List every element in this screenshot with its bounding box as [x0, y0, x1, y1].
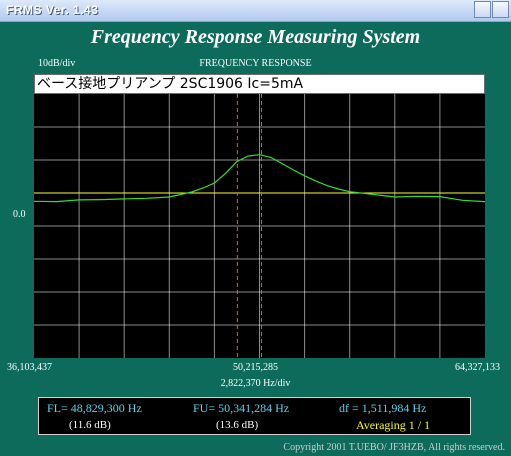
title-bar: FRMS Ver. 1.43	[0, 0, 511, 22]
minimize-button[interactable]	[474, 1, 491, 18]
close-button[interactable]	[492, 1, 509, 18]
main-panel: Frequency Response Measuring System 10dB…	[0, 22, 511, 456]
marker-lines	[236, 94, 263, 358]
app-title: Frequency Response Measuring System	[90, 26, 421, 48]
x-start-label: 36,103,437	[7, 362, 52, 373]
plot-title: FREQUENCY RESPONSE	[199, 58, 312, 69]
fl-db-readout: (11.6 dB)	[69, 419, 111, 431]
x-center-label: 50,215,285	[233, 362, 278, 373]
averaging-readout: Averaging 1 / 1	[356, 418, 431, 432]
readout-panel: FL= 48,829,300 Hz (11.6 dB) FU= 50,341,2…	[38, 397, 471, 435]
fu-readout: FU= 50,341,284 Hz	[193, 401, 290, 415]
trace-group	[34, 154, 485, 203]
x-per-div-label: 2,822,370 Hz/div	[220, 378, 291, 389]
plot-area: ベース接地プリアンプ 2SC1906 Ic=5mA	[34, 74, 485, 358]
x-end-label: 64,327,133	[455, 362, 500, 373]
grid-lines	[34, 94, 485, 358]
memo-field[interactable]: ベース接地プリアンプ 2SC1906 Ic=5mA	[34, 74, 485, 94]
response-plot	[34, 94, 485, 358]
copyright-text: Copyright 2001 T.UEBO/ JF3HZB, All right…	[283, 442, 505, 453]
response-trace	[34, 154, 485, 203]
y-scale-label: 10dB/div	[38, 58, 76, 69]
reference-level-label: 0.0	[13, 209, 26, 220]
fl-readout: FL= 48,829,300 Hz	[47, 401, 142, 415]
window-title: FRMS Ver. 1.43	[6, 3, 99, 17]
df-readout: df = 1,511,984 Hz	[339, 401, 427, 415]
fu-db-readout: (13.6 dB)	[216, 419, 259, 431]
